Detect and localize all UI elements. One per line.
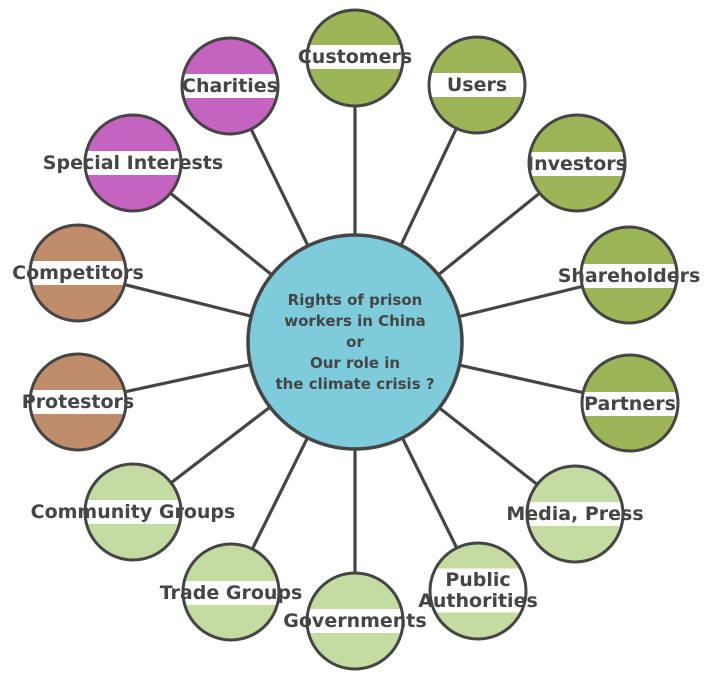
node-outline-competitors xyxy=(28,223,128,323)
node-outline-trade-groups xyxy=(181,542,281,642)
node-outline-community-groups xyxy=(83,462,183,562)
node-label-users: Users xyxy=(447,74,507,96)
node-label-public-authorities: Authorities xyxy=(418,590,538,612)
center-label-line: the climate crisis ? xyxy=(275,375,434,393)
node-label-partners: Partners xyxy=(584,393,676,415)
node-community-groups: Community Groups xyxy=(31,462,236,562)
center-label-line: or xyxy=(346,333,364,351)
node-label-shareholders: Shareholders xyxy=(558,265,701,287)
node-label-charities: Charities xyxy=(182,75,278,97)
label-band-investors xyxy=(529,152,625,176)
node-competitors: Competitors xyxy=(12,223,144,323)
label-band-governments xyxy=(307,609,403,633)
node-label-trade-groups: Trade Groups xyxy=(160,582,303,604)
center-label-line: workers in China xyxy=(284,312,426,330)
node-shareholders: Shareholders xyxy=(558,225,701,325)
node-outline-media-press xyxy=(525,464,625,564)
node-outline-public-authorities xyxy=(428,541,528,641)
node-media-press: Media, Press xyxy=(506,464,644,564)
label-band-shareholders xyxy=(581,264,677,288)
label-band-special-interests xyxy=(85,151,181,175)
label-band-customers xyxy=(307,45,403,69)
label-band-protestors xyxy=(30,390,126,414)
node-label-investors: Investors xyxy=(527,153,627,175)
center-label-line: Our role in xyxy=(310,354,400,372)
node-charities: Charities xyxy=(180,36,280,136)
node-governments: Governments xyxy=(283,571,427,671)
node-label-customers: Customers xyxy=(298,46,412,68)
label-band-public-authorities xyxy=(430,568,526,613)
node-customers: Customers xyxy=(298,8,412,108)
node-outline-special-interests xyxy=(83,113,183,213)
node-outline-investors xyxy=(527,113,627,213)
node-outline-shareholders xyxy=(579,225,679,325)
center-node: Rights of prison workers in China or Our ro… xyxy=(246,233,464,451)
node-partners: Partners xyxy=(580,353,680,453)
node-label-media-press: Media, Press xyxy=(506,503,643,525)
node-label-public-authorities: Public xyxy=(445,569,510,591)
center-circle xyxy=(246,233,464,451)
node-outline-customers xyxy=(305,8,405,108)
node-trade-groups: Trade Groups xyxy=(160,542,303,642)
node-label-protestors: Protestors xyxy=(22,391,134,413)
label-band-partners xyxy=(582,392,678,416)
label-band-trade-groups xyxy=(183,581,279,605)
node-special-interests: Special Interests xyxy=(43,113,223,213)
label-band-media-press xyxy=(527,502,623,526)
label-band-community-groups xyxy=(85,500,181,524)
center-label-line: Rights of prison xyxy=(288,291,423,309)
label-band-competitors xyxy=(30,261,126,285)
label-band-users xyxy=(429,73,525,97)
node-label-governments: Governments xyxy=(283,610,426,632)
node-outline-charities xyxy=(180,36,280,136)
node-users: Users xyxy=(427,35,527,135)
label-band-charities xyxy=(182,74,278,98)
node-outline-protestors xyxy=(28,352,128,452)
node-label-special-interests: Special Interests xyxy=(43,152,223,174)
node-investors: Investors xyxy=(527,113,627,213)
node-outline-users xyxy=(427,35,527,135)
node-label-competitors: Competitors xyxy=(12,262,144,284)
node-protestors: Protestors xyxy=(22,352,134,452)
node-outline-governments xyxy=(305,571,405,671)
node-outline-partners xyxy=(580,353,680,453)
node-label-community-groups: Community Groups xyxy=(31,501,236,523)
